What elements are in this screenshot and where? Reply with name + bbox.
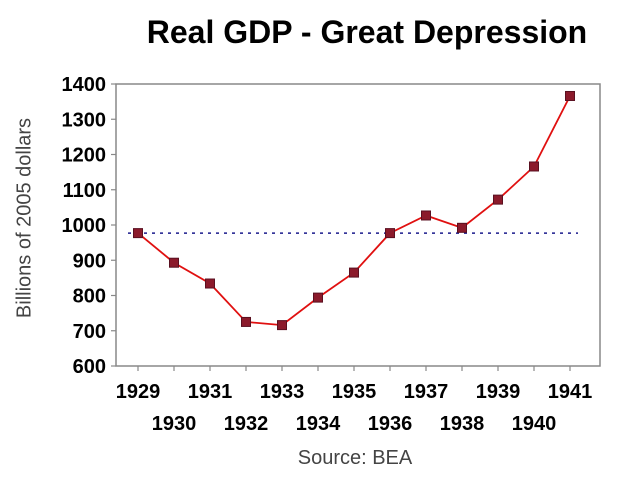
data-point [169, 257, 179, 268]
x-tick-label: 1939 [476, 381, 521, 403]
data-point [133, 228, 143, 239]
x-tick-label: 1933 [260, 381, 305, 403]
x-tick-label: 1930 [152, 413, 197, 435]
data-point [385, 228, 395, 239]
plot-area [115, 83, 601, 367]
data-point [529, 161, 539, 172]
x-tick-label: 1934 [296, 413, 341, 435]
y-tick-label: 700 [73, 321, 106, 343]
x-tick-label: 1931 [188, 381, 233, 403]
data-point [421, 210, 431, 221]
x-tick-label: 1936 [368, 413, 413, 435]
y-tick-label: 1300 [62, 109, 107, 131]
data-point [565, 90, 575, 101]
x-tick-label: 1938 [440, 413, 485, 435]
data-point [493, 194, 503, 205]
x-tick-label: 1935 [332, 381, 377, 403]
data-point [457, 222, 467, 233]
x-tick-label: 1940 [512, 413, 557, 435]
x-tick-label: 1937 [404, 381, 449, 403]
y-tick-label: 1200 [62, 145, 107, 167]
data-point [205, 278, 215, 289]
y-tick-label: 900 [73, 250, 106, 272]
x-tick-label: 1932 [224, 413, 269, 435]
y-tick-label: 1100 [63, 180, 106, 202]
source-note: Source: BEA [297, 447, 413, 469]
y-tick-label: 1400 [62, 74, 107, 96]
data-point [277, 320, 287, 331]
y-tick-label: 1000 [62, 215, 107, 237]
chart-title: Real GDP - Great Depression [146, 14, 588, 50]
y-tick-label: 600 [73, 356, 106, 378]
data-point [241, 316, 251, 327]
x-tick-label: 1929 [116, 381, 161, 403]
data-point [349, 267, 359, 278]
data-point [313, 292, 323, 303]
y-tick-label: 800 [73, 286, 106, 308]
x-tick-label: 1941 [548, 381, 593, 403]
